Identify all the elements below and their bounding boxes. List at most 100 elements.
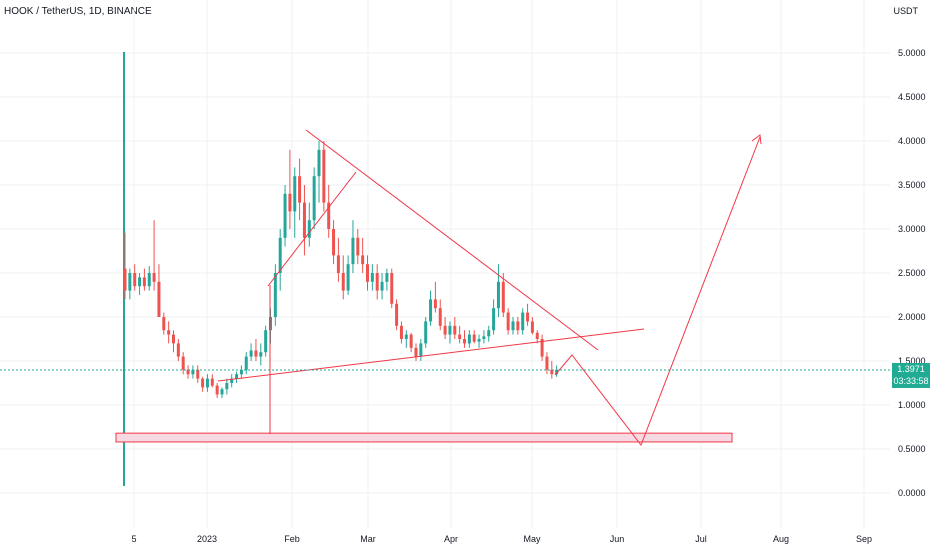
candle-body <box>506 312 510 331</box>
y-tick-label: 0.0000 <box>898 488 926 498</box>
candle-body <box>254 350 258 357</box>
candle-body <box>351 237 355 265</box>
candle-body <box>172 334 175 344</box>
candle-body <box>380 281 384 291</box>
candle-body <box>123 268 127 291</box>
candles <box>123 141 559 398</box>
candle-body <box>210 378 214 386</box>
candle-body <box>443 325 447 335</box>
candle-body <box>191 369 195 375</box>
x-axis: 5 2023 Feb Mar Apr May Jun Jul Aug Sep <box>131 534 872 544</box>
candle-body <box>545 356 549 370</box>
x-tick-label: Sep <box>856 534 872 544</box>
last-price-tag: 1.3971 03:33:58 <box>892 363 930 388</box>
x-tick-label: Aug <box>773 534 789 544</box>
candle-body <box>453 325 457 335</box>
x-tick-label: Apr <box>444 534 458 544</box>
candle-body <box>273 273 277 317</box>
candle-body <box>463 339 466 344</box>
candle-body <box>249 350 253 357</box>
candle-body <box>147 273 151 287</box>
candle-body <box>433 299 437 309</box>
candle-body <box>540 339 544 357</box>
candle-body <box>395 303 399 326</box>
y-axis: 5.0000 4.5000 4.0000 3.5000 3.0000 2.5000 2.00… <box>898 48 926 498</box>
support-zone <box>115 432 733 443</box>
y-tick-label: 3.0000 <box>898 224 926 234</box>
x-tick-label: Jul <box>695 534 707 544</box>
candle-body <box>133 273 137 287</box>
last-price-value: 1.3971 <box>897 364 925 374</box>
drawings[interactable] <box>115 129 762 447</box>
y-tick-label: 1.5000 <box>898 356 926 366</box>
y-tick-label: 1.0000 <box>898 400 926 410</box>
candle-body <box>516 321 520 331</box>
candle-body <box>138 277 142 287</box>
resistance-trendline <box>305 129 599 351</box>
candle-body <box>128 273 132 291</box>
candle-body <box>482 336 486 339</box>
arrow-head <box>751 134 762 145</box>
support-trendline <box>217 328 645 382</box>
candle-body <box>336 255 340 273</box>
candle-body <box>511 321 515 331</box>
candle-body <box>424 321 428 344</box>
candle-body <box>390 273 394 304</box>
candle-body <box>550 369 554 375</box>
candle-body <box>332 229 336 256</box>
candle-body <box>535 332 539 339</box>
candle-body <box>244 356 248 370</box>
candle-body <box>496 281 500 309</box>
candle-body <box>419 343 423 357</box>
candle-body <box>555 369 559 375</box>
candle-body <box>361 255 365 265</box>
candle-body <box>399 325 403 339</box>
candle-body <box>477 339 481 342</box>
candle-body <box>220 389 224 395</box>
candle-body <box>317 149 321 177</box>
candle-body <box>467 334 471 344</box>
candle-body <box>201 378 205 388</box>
y-tick-label: 0.5000 <box>898 444 926 454</box>
candle-body <box>501 281 505 313</box>
impulse-line <box>267 171 357 287</box>
candle-body <box>448 325 452 335</box>
candle-body <box>162 317 166 331</box>
bar-countdown: 03:33:58 <box>893 376 929 386</box>
candle-body <box>235 374 239 379</box>
candle-body <box>327 202 331 229</box>
candle-body <box>492 308 496 331</box>
candle-body <box>346 264 350 291</box>
x-tick-label: Jun <box>610 534 625 544</box>
candle-body <box>414 347 418 357</box>
currency-unit-label: USDT <box>893 6 919 16</box>
candle-body <box>205 378 209 388</box>
candle-body <box>264 330 268 353</box>
x-tick-label: Feb <box>284 534 300 544</box>
candle-body <box>526 312 530 322</box>
candle-body <box>196 369 200 379</box>
y-tick-label: 4.5000 <box>898 92 926 102</box>
candle-body <box>288 193 292 212</box>
candle-body <box>259 352 263 357</box>
candle-body <box>293 176 297 212</box>
y-tick-label: 2.5000 <box>898 268 926 278</box>
candle-body <box>152 273 156 282</box>
candle-body <box>356 237 360 256</box>
projection-path <box>554 136 761 447</box>
candle-body <box>157 281 161 317</box>
y-tick-label: 4.0000 <box>898 136 926 146</box>
candle-body <box>385 273 389 282</box>
x-tick-label: Mar <box>360 534 376 544</box>
candle-body <box>370 273 374 282</box>
x-tick-label: May <box>523 534 541 544</box>
candle-body <box>472 334 476 342</box>
candle-body <box>341 273 345 291</box>
candle-body <box>404 334 408 339</box>
candle-body <box>278 237 282 273</box>
candle-body <box>458 334 462 339</box>
y-tick-label: 3.5000 <box>898 180 926 190</box>
candle-body <box>487 330 491 337</box>
candle-body <box>239 369 243 375</box>
